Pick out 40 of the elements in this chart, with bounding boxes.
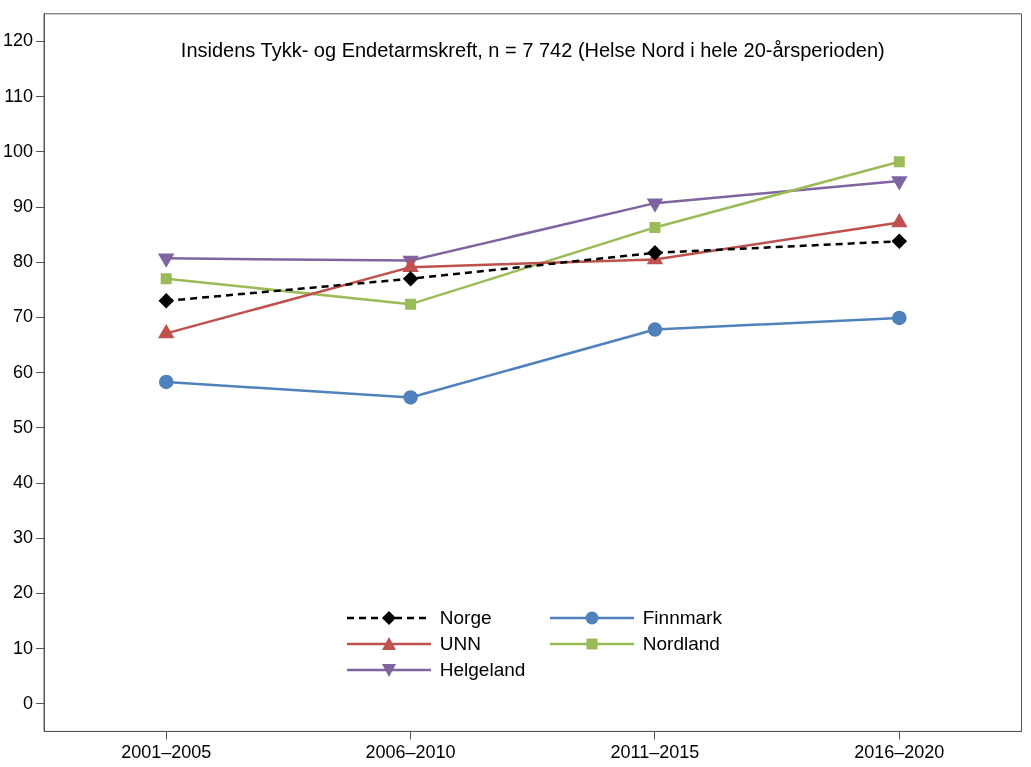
legend-label: Nordland [642, 633, 720, 656]
point [160, 273, 172, 285]
point [649, 221, 661, 233]
legend-label: Norge [439, 607, 492, 630]
legend-label: UNN [439, 633, 481, 656]
point [403, 390, 418, 405]
point [892, 214, 907, 228]
point [647, 322, 663, 337]
point [158, 293, 174, 309]
y-tick-label: 40 [13, 471, 34, 492]
legend-label: Helgeland [439, 659, 526, 682]
point [893, 156, 905, 168]
text: Insidens Tykk- og Endetarmskreft, n = 7 742 (Helse Nord i hele 20-årsperioden) [180, 39, 885, 62]
y-tick-label: 20 [13, 582, 34, 603]
point [158, 325, 174, 339]
x-tick-label: 2016–2020 [854, 742, 945, 763]
legend-label: Finnmark [642, 607, 722, 630]
y-tick-label: 70 [13, 306, 34, 327]
y-tick-label: 120 [2, 30, 34, 51]
y-tick-label: 50 [13, 416, 34, 437]
point [647, 245, 663, 261]
point [892, 176, 907, 190]
point [158, 374, 174, 390]
y-tick-label: 10 [13, 637, 34, 658]
y-tick-label: 60 [13, 361, 34, 382]
point [647, 198, 663, 212]
x-tick-label: 2001–2005 [121, 742, 212, 763]
y-tick-label: 110 [4, 85, 34, 106]
point [892, 233, 907, 249]
y-tick-label: 100 [2, 140, 34, 161]
x-tick-label: 2011–2015 [610, 742, 700, 763]
y-tick-label: 80 [13, 251, 34, 272]
y-tick-label: 90 [13, 195, 34, 216]
point [405, 298, 417, 310]
x-tick-label: 2006–2010 [365, 742, 456, 763]
point [158, 253, 174, 267]
point [892, 310, 907, 326]
y-tick-label: 30 [13, 527, 34, 548]
point [403, 271, 418, 287]
y-tick-label: 0 [23, 692, 34, 713]
